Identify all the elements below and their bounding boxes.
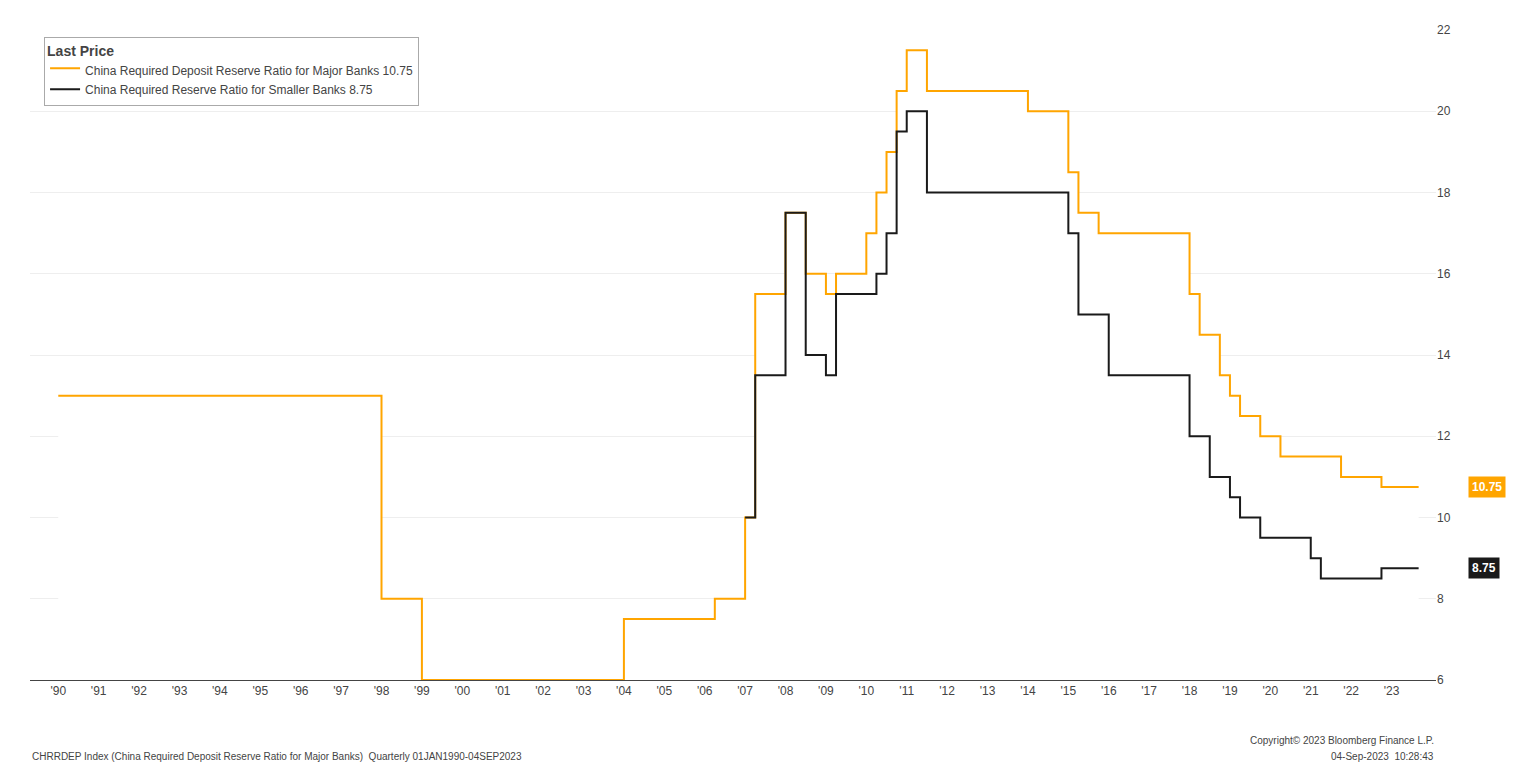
svg-text:'91: '91 xyxy=(91,684,107,698)
svg-text:'16: '16 xyxy=(1101,684,1117,698)
svg-text:'01: '01 xyxy=(495,684,511,698)
svg-text:8: 8 xyxy=(1437,592,1444,606)
svg-text:CHRRDEP Index (China Required: CHRRDEP Index (China Required Deposit Re… xyxy=(32,751,522,762)
svg-text:China Required Deposit Reserve: China Required Deposit Reserve Ratio for… xyxy=(85,64,413,78)
svg-text:'04: '04 xyxy=(616,684,632,698)
svg-text:Last Price: Last Price xyxy=(47,43,114,59)
svg-text:10.75: 10.75 xyxy=(1472,480,1502,494)
svg-text:'94: '94 xyxy=(212,684,228,698)
svg-text:12: 12 xyxy=(1437,429,1451,443)
svg-text:'90: '90 xyxy=(50,684,66,698)
svg-text:'11: '11 xyxy=(899,684,914,698)
svg-text:'18: '18 xyxy=(1182,684,1198,698)
svg-text:'12: '12 xyxy=(939,684,955,698)
svg-text:'15: '15 xyxy=(1061,684,1077,698)
svg-text:Copyright© 2023 Bloomberg Fina: Copyright© 2023 Bloomberg Finance L.P. xyxy=(1250,735,1434,746)
svg-text:'06: '06 xyxy=(697,684,713,698)
svg-text:'02: '02 xyxy=(535,684,551,698)
svg-text:'98: '98 xyxy=(374,684,390,698)
svg-text:'23: '23 xyxy=(1384,684,1400,698)
svg-text:China Required Reserve Ratio f: China Required Reserve Ratio for Smaller… xyxy=(85,83,373,97)
svg-text:'05: '05 xyxy=(656,684,672,698)
svg-text:18: 18 xyxy=(1437,186,1451,200)
svg-text:6: 6 xyxy=(1437,673,1444,687)
svg-text:14: 14 xyxy=(1437,348,1451,362)
svg-text:20: 20 xyxy=(1437,104,1451,118)
svg-text:'92: '92 xyxy=(131,684,147,698)
svg-text:10: 10 xyxy=(1437,511,1451,525)
svg-text:'13: '13 xyxy=(980,684,996,698)
svg-text:'14: '14 xyxy=(1020,684,1036,698)
svg-text:'07: '07 xyxy=(737,684,753,698)
svg-text:04-Sep-2023 10:28:43: 04-Sep-2023 10:28:43 xyxy=(1331,751,1434,762)
svg-text:'19: '19 xyxy=(1222,684,1238,698)
svg-text:'96: '96 xyxy=(293,684,309,698)
svg-text:'17: '17 xyxy=(1141,684,1157,698)
svg-text:'08: '08 xyxy=(778,684,794,698)
svg-text:22: 22 xyxy=(1437,23,1451,37)
svg-text:8.75: 8.75 xyxy=(1472,561,1496,575)
svg-text:'03: '03 xyxy=(576,684,592,698)
svg-text:'97: '97 xyxy=(333,684,349,698)
svg-text:'22: '22 xyxy=(1343,684,1359,698)
svg-text:16: 16 xyxy=(1437,267,1451,281)
svg-text:'00: '00 xyxy=(454,684,470,698)
svg-text:'93: '93 xyxy=(172,684,188,698)
svg-text:'99: '99 xyxy=(414,684,430,698)
svg-text:'21: '21 xyxy=(1303,684,1319,698)
svg-text:'20: '20 xyxy=(1263,684,1279,698)
svg-text:'10: '10 xyxy=(859,684,875,698)
svg-text:'09: '09 xyxy=(818,684,834,698)
svg-text:'95: '95 xyxy=(252,684,268,698)
